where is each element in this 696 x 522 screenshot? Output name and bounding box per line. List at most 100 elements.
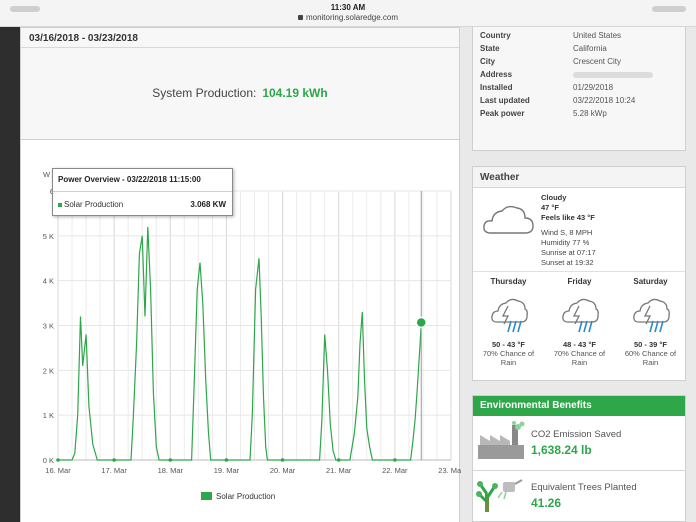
forecast-temp: 50 - 43 °F bbox=[491, 340, 525, 349]
chart-tooltip: Power Overview - 03/22/2018 11:15:00 Sol… bbox=[52, 168, 233, 216]
info-key: Address bbox=[480, 70, 513, 79]
current-sunset: Sunset at 19:32 bbox=[541, 258, 594, 267]
info-value: 01/29/2018 bbox=[573, 83, 614, 92]
y-tick-label: 5 K bbox=[43, 232, 54, 241]
current-temp: 47 °F bbox=[541, 203, 560, 212]
forecast-day-name: Saturday bbox=[633, 277, 668, 286]
x-tick-label: 17. Mar bbox=[101, 466, 127, 475]
data-point bbox=[56, 458, 60, 462]
highlighted-point bbox=[415, 316, 427, 329]
system-production-value: 104.19 kWh bbox=[262, 86, 328, 100]
x-tick-label: 18. Mar bbox=[158, 466, 184, 475]
site-info-panel: Country United States State California Cit… bbox=[472, 27, 686, 151]
weather-divider bbox=[473, 271, 685, 272]
factory-icon bbox=[478, 421, 525, 459]
forecast-rain-chance: 70% Chance of bbox=[482, 349, 535, 358]
info-key: Installed bbox=[480, 83, 513, 92]
environmental-header: Environmental Benefits bbox=[473, 396, 685, 416]
info-key: City bbox=[480, 57, 496, 66]
system-production: System Production: 104.19 kWh bbox=[21, 86, 459, 100]
tooltip-series-name: Solar Production bbox=[64, 200, 124, 209]
data-point bbox=[393, 458, 397, 462]
current-humidity: Humidity 77 % bbox=[541, 238, 590, 247]
current-sunrise: Sunrise at 07:17 bbox=[541, 248, 596, 257]
current-wind: Wind S, 8 MPH bbox=[541, 228, 593, 237]
chart-legend[interactable]: Solar Production bbox=[201, 492, 275, 501]
lock-icon bbox=[297, 15, 303, 20]
status-left-indicators bbox=[10, 6, 40, 12]
y-tick-label: 4 K bbox=[43, 277, 54, 286]
info-value: United States bbox=[573, 31, 622, 40]
data-point bbox=[224, 458, 229, 462]
info-key: Last updated bbox=[480, 96, 530, 105]
y-tick-label: 6 bbox=[50, 187, 54, 196]
y-tick-label: 2 K bbox=[43, 366, 54, 375]
address-url: monitoring.solaredge.com bbox=[305, 13, 399, 22]
forecast-rain-label: Rain bbox=[500, 358, 517, 367]
forecast-day-thursday: Thursday 50 - 43 °F 70% Chance of Rain bbox=[473, 277, 544, 367]
series-line-solar-production bbox=[58, 226, 422, 461]
environmental-divider bbox=[473, 470, 685, 471]
x-tick-label: 23. Mar bbox=[438, 466, 461, 475]
forecast-rain-chance: 60% Chance of bbox=[624, 349, 677, 358]
info-value: California bbox=[573, 44, 607, 53]
info-value: 5.28 kWp bbox=[573, 109, 607, 118]
y-tick-label: 3 K bbox=[43, 322, 54, 331]
divider bbox=[21, 47, 459, 48]
weather-title: Weather bbox=[480, 172, 520, 183]
x-tick-label: 21. Mar bbox=[326, 466, 352, 475]
tooltip-title: Power Overview - 03/22/2018 11:15:00 bbox=[58, 175, 201, 184]
system-production-label: System Production: bbox=[152, 86, 257, 100]
forecast-rain-chance: 70% Chance of bbox=[553, 349, 606, 358]
forecast-day-name: Friday bbox=[567, 277, 592, 286]
data-point bbox=[280, 458, 285, 462]
legend-label: Solar Production bbox=[216, 492, 276, 501]
series-color-marker bbox=[58, 203, 62, 207]
tooltip-divider bbox=[53, 191, 232, 192]
x-tick-label: 22. Mar bbox=[382, 466, 408, 475]
trees-label: Equivalent Trees Planted bbox=[531, 482, 637, 493]
forecast-temp: 50 - 39 °F bbox=[633, 340, 667, 349]
y-tick-label: 0 K bbox=[43, 456, 54, 465]
status-right-indicators bbox=[652, 6, 686, 12]
environmental-benefits-panel: Environmental Benefits CO2 Emission Save… bbox=[472, 395, 686, 522]
rain-cloud-icon bbox=[490, 298, 528, 333]
tree-planting-icon bbox=[476, 479, 523, 512]
legend-swatch bbox=[201, 492, 212, 500]
info-key: Peak power bbox=[480, 109, 525, 118]
x-tick-label: 20. Mar bbox=[270, 466, 296, 475]
data-point bbox=[336, 458, 341, 462]
forecast-day-friday: Friday 48 - 43 °F 70% Chance of Rain bbox=[544, 277, 615, 367]
production-summary-panel: 03/16/2018 - 03/23/2018 System Productio… bbox=[20, 27, 460, 140]
info-key: State bbox=[480, 44, 500, 53]
weather-header: Weather bbox=[473, 167, 685, 188]
browser-status-bar: 11:30 AM monitoring.solaredge.com bbox=[0, 0, 696, 27]
cloud-icon bbox=[483, 205, 534, 234]
date-range: 03/16/2018 - 03/23/2018 bbox=[29, 33, 138, 44]
current-condition: Cloudy bbox=[541, 193, 567, 202]
forecast-temp: 48 - 43 °F bbox=[562, 340, 596, 349]
y-axis-label: W bbox=[43, 170, 51, 179]
forecast-rain-label: Rain bbox=[642, 358, 659, 367]
tooltip-value: 3.068 KW bbox=[190, 200, 226, 209]
trees-value: 41.26 bbox=[531, 496, 562, 510]
rain-cloud-icon bbox=[632, 298, 670, 333]
info-value: 03/22/2018 10:24 bbox=[573, 96, 636, 105]
y-tick-label: 1 K bbox=[43, 411, 54, 420]
co2-label: CO2 Emission Saved bbox=[531, 429, 622, 440]
data-point bbox=[112, 458, 116, 462]
weather-panel: Weather Cloudy 47 °F Feels like 43 °F Wi… bbox=[472, 166, 686, 381]
redacted-address bbox=[573, 72, 653, 78]
power-chart[interactable]: 0 K 1 K 2 K 3 K 4 K 5 K 6 W 16. Mar 17. Mar 18. Ma… bbox=[21, 140, 461, 485]
rain-cloud-icon bbox=[561, 298, 599, 333]
info-value: Crescent City bbox=[573, 57, 622, 66]
forecast-rain-label: Rain bbox=[571, 358, 588, 367]
environmental-title: Environmental Benefits bbox=[480, 400, 592, 411]
forecast-day-name: Thursday bbox=[490, 277, 527, 286]
power-chart-panel: 0 K 1 K 2 K 3 K 4 K 5 K 6 W 16. Mar 17. Mar 18. Ma… bbox=[20, 140, 461, 522]
info-key: Country bbox=[480, 31, 511, 40]
co2-value: 1,638.24 lb bbox=[531, 443, 592, 457]
x-tick-label: 19. Mar bbox=[214, 466, 240, 475]
address-bar[interactable]: monitoring.solaredge.com bbox=[0, 13, 696, 22]
current-feels-like: Feels like 43 °F bbox=[541, 213, 595, 222]
